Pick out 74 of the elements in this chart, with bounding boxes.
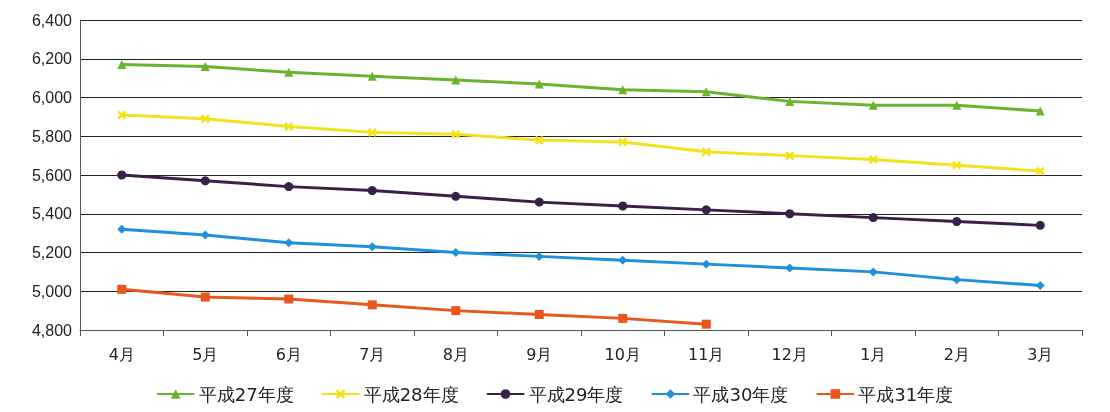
- x-tick-label: 5月: [192, 344, 219, 364]
- point: [284, 67, 294, 77]
- point: [451, 75, 461, 85]
- point: [451, 248, 461, 257]
- point: [534, 135, 544, 145]
- y-tick-label: 5,800: [31, 127, 73, 145]
- x-tick-label: 9月: [526, 344, 553, 364]
- point: [785, 151, 795, 161]
- point: [117, 284, 127, 294]
- legend-label: 平成27年度: [198, 383, 294, 405]
- point: [200, 292, 210, 302]
- point: [367, 300, 377, 310]
- point: [618, 201, 628, 211]
- x-tick-label: 6月: [275, 344, 302, 364]
- point: [534, 251, 544, 261]
- point: [701, 259, 711, 269]
- y-tick-label: 6,200: [31, 50, 73, 68]
- point: [952, 275, 962, 285]
- point: [868, 100, 878, 110]
- point: [701, 319, 711, 329]
- point: [451, 306, 461, 316]
- legend-label: 平成30年度: [693, 383, 789, 405]
- point: [1035, 106, 1045, 116]
- point: [952, 217, 962, 226]
- point: [117, 170, 127, 180]
- point: [284, 122, 294, 132]
- point: [200, 62, 210, 71]
- point: [367, 186, 377, 195]
- point: [534, 310, 544, 319]
- point: [952, 160, 962, 170]
- point: [117, 110, 127, 120]
- point: [785, 96, 795, 106]
- point: [618, 137, 628, 147]
- x-tick-label: 12月: [771, 344, 808, 364]
- point: [367, 127, 377, 137]
- point: [284, 182, 294, 192]
- point: [534, 197, 544, 207]
- point: [1035, 166, 1045, 176]
- point: [284, 294, 294, 304]
- point: [451, 191, 461, 201]
- point: [367, 71, 377, 81]
- x-tick-label: 11月: [688, 344, 725, 364]
- point: [701, 205, 711, 215]
- point: [868, 155, 878, 164]
- x-tick-label: 2月: [943, 344, 970, 364]
- point: [200, 176, 210, 186]
- point: [868, 267, 878, 277]
- x-tick-label: 7月: [359, 344, 386, 364]
- point: [868, 213, 878, 223]
- legend-label: 平成29年度: [528, 383, 624, 405]
- y-tick-label: 5,000: [31, 282, 73, 300]
- legend-label: 平成28年度: [363, 383, 459, 405]
- x-tick-label: 3月: [1027, 344, 1054, 364]
- point: [1035, 220, 1045, 230]
- point: [200, 114, 210, 124]
- y-tick-label: 6,000: [31, 89, 73, 106]
- x-tick-label: 4月: [108, 344, 135, 364]
- point: [284, 238, 294, 248]
- point: [1035, 280, 1045, 290]
- y-tick-label: 5,400: [31, 205, 73, 223]
- x-tick-label: 1月: [860, 344, 887, 364]
- y-tick-label: 4,800: [31, 321, 73, 339]
- y-tick-label: 5,600: [31, 166, 73, 184]
- point: [451, 129, 461, 139]
- point: [785, 209, 795, 219]
- point: [701, 147, 711, 157]
- point: [618, 313, 628, 323]
- legend-label: 平成31年度: [858, 383, 954, 405]
- y-tick-label: 6,400: [31, 11, 73, 29]
- point: [200, 230, 210, 240]
- y-tick-label: 5,200: [31, 244, 73, 261]
- x-tick-label: 10月: [604, 344, 641, 364]
- x-tick-label: 8月: [442, 344, 469, 364]
- point: [952, 100, 962, 110]
